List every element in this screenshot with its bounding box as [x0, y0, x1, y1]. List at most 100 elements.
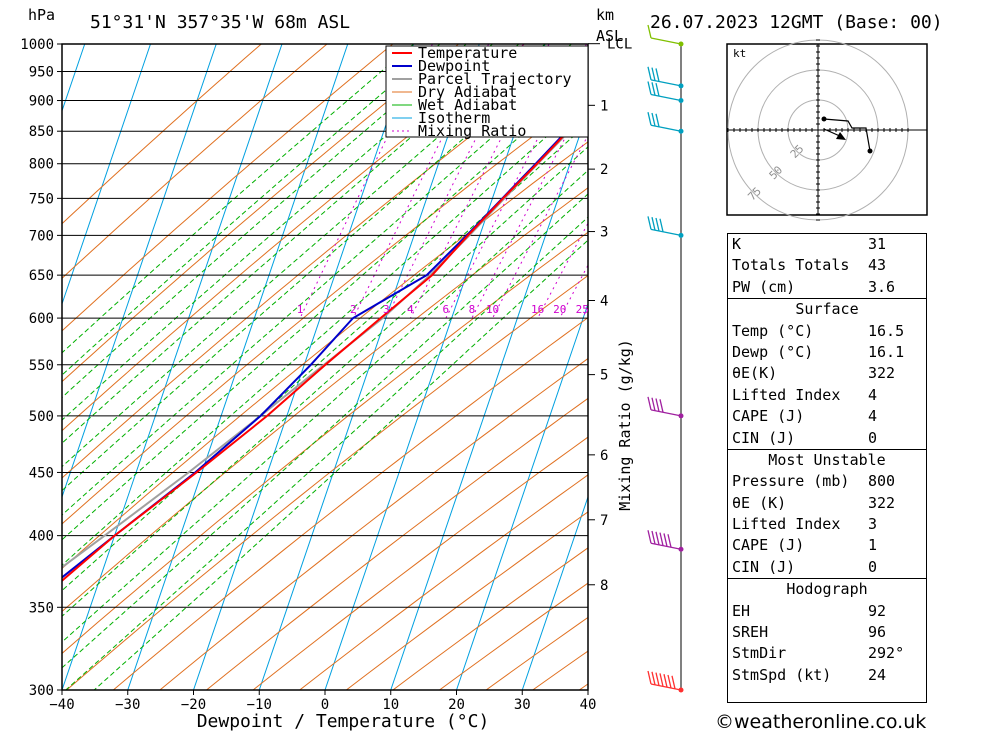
wind-barb-staff — [650, 124, 682, 132]
dry-adiabat-line — [205, 397, 588, 690]
km-tick-label: 1 — [600, 98, 608, 114]
pressure-label: 350 — [29, 600, 54, 616]
surface-row: CAPE (J) 4 — [732, 407, 878, 426]
wet-adiabat-line — [62, 44, 546, 468]
km-tick-label: 3 — [600, 225, 608, 241]
pressure-label: 450 — [29, 465, 54, 481]
hodo-row: SREH 96 — [732, 623, 887, 642]
dry-adiabat-line — [62, 44, 328, 279]
axes: 3003504004505005506006507007508008509009… — [20, 37, 596, 713]
hodo-row: StmSpd (kt) 24 — [732, 665, 887, 684]
hodograph-end-dot — [867, 148, 873, 154]
dry-adiabat-line — [62, 44, 588, 479]
surface-row: Temp (°C) 16.5 — [732, 321, 905, 340]
mixing-ratio-label: 16 — [531, 303, 544, 316]
dry-adiabat-line — [62, 141, 588, 570]
wind-barb — [647, 670, 682, 691]
pressure-label: 400 — [29, 529, 54, 545]
wind-barb-feather — [647, 66, 652, 80]
temperature-label: 20 — [448, 697, 465, 713]
wind-barb-staff — [650, 79, 682, 87]
wind-barb-feather — [647, 396, 652, 411]
plot-frame — [61, 43, 589, 691]
mixing-ratio-axis-label: Mixing Ratio (g/kg) — [616, 339, 634, 511]
pressure-label: 950 — [29, 65, 54, 81]
stat-row-k: K 31 — [732, 235, 887, 253]
hodograph-trace — [823, 118, 871, 152]
temperature-label: 10 — [382, 697, 399, 713]
pressure-label: 850 — [29, 124, 54, 140]
parcel-trajectory-line — [62, 109, 588, 569]
hodograph-start-dot — [821, 116, 827, 122]
dry-adiabat-line — [62, 44, 459, 383]
wind-barb-feather — [651, 397, 656, 411]
pressure-label: 750 — [29, 191, 54, 207]
lcl-label: LCL — [607, 37, 632, 53]
km-tick-label: 6 — [600, 448, 608, 464]
asl-label: ASL — [596, 27, 623, 45]
wind-barb-feather — [655, 672, 660, 686]
pressure-label: 600 — [29, 311, 54, 327]
wind-barb-staff — [650, 93, 682, 102]
mixing-ratio-labels: 1 2 3 4 6 8 10 16 20 25 — [297, 303, 589, 316]
wind-barb-feather — [659, 399, 664, 413]
temperature-label: 30 — [514, 697, 531, 713]
km-tick-label: 8 — [600, 578, 608, 594]
wind-barb — [647, 396, 682, 417]
dry-adiabat-line — [62, 44, 394, 332]
wind-barb-feather — [659, 673, 664, 687]
mixing-ratio-label: 2 — [350, 303, 357, 316]
isotherm-line — [127, 44, 349, 690]
isotherm-line — [62, 44, 151, 306]
surface-row: CIN (J) 0 — [732, 428, 878, 447]
stat-row-totals: Totals Totals 43 — [732, 256, 887, 275]
temperature-label: −20 — [181, 697, 206, 713]
wind-barb — [647, 81, 682, 102]
mixing-ratio-label: 6 — [443, 303, 450, 316]
wind-barb-feather — [651, 67, 656, 81]
isotherm-line — [456, 302, 588, 690]
temperature-label: −40 — [49, 697, 74, 713]
mixing-ratio-label: 3 — [383, 303, 390, 316]
isotherm-line — [521, 495, 588, 690]
km-label: km — [596, 6, 614, 24]
wet-adiabat-line — [65, 216, 588, 690]
pressure-label: 700 — [29, 228, 54, 244]
hodo-row: StmDir 292° — [732, 644, 905, 663]
mixing-ratio-label: 1 — [297, 303, 304, 316]
wind-barb-feather — [655, 531, 660, 545]
surface-section: Surface Temp (°C) 16.5 Dewp (°C) 16.1 θE(K… — [728, 298, 926, 449]
legend-isotherm: Isotherm — [418, 109, 490, 127]
mu-row: CAPE (J) 1 — [732, 536, 878, 555]
dry-adiabat-line — [112, 316, 588, 690]
copyright: ©weatheronline.co.uk — [715, 711, 926, 733]
mu-row: Pressure (mb) 800 — [732, 472, 896, 491]
wind-barb-feather — [647, 81, 652, 95]
wind-barb-feather — [651, 671, 656, 685]
dry-adiabat-line — [159, 357, 588, 690]
wind-barb-feather — [647, 216, 652, 230]
isobars — [62, 43, 588, 691]
wind-barb-feather — [647, 530, 652, 544]
surface-row: Lifted Index 4 — [732, 385, 878, 404]
dry-adiabat-line — [62, 44, 262, 225]
stats-panel: K 31 Totals Totals 43 PW (cm) 3.6 Surface T… — [727, 233, 927, 703]
most-unstable-section: Most Unstable Pressure (mb) 800 θE (K) 322… — [728, 448, 926, 578]
legend-wet-adiabat: Wet Adiabat — [418, 96, 517, 114]
wind-barb-feather — [659, 218, 664, 232]
hodograph-title: Hodograph — [786, 580, 868, 599]
km-tick-label: 7 — [600, 513, 608, 529]
legend-mixing-ratio: Mixing Ratio — [418, 122, 526, 140]
wind-barb-feather — [667, 674, 672, 689]
temperature-label: 40 — [580, 697, 597, 713]
stat-row-pw: PW (cm) 3.6 — [732, 277, 896, 296]
location-title: 51°31'N 357°35'W 68m ASL — [90, 12, 350, 33]
isotherm-line — [258, 44, 480, 690]
wind-barb-feather — [651, 530, 656, 545]
wind-barb-feather — [671, 675, 676, 689]
mixing-ratio-label: 4 — [407, 303, 414, 316]
wind-barb-feather — [651, 82, 656, 96]
wet-adiabat-line — [62, 51, 588, 516]
legend-parcel: Parcel Trajectory — [418, 70, 572, 88]
